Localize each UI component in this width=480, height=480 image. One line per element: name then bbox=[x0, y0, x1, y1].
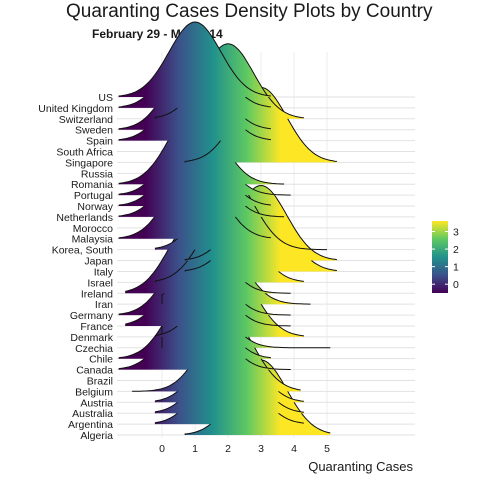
category-label: Israel bbox=[87, 277, 113, 289]
x-tick-label: 2 bbox=[225, 443, 231, 455]
category-label: Morocco bbox=[73, 223, 113, 235]
color-scale-bar bbox=[432, 221, 448, 293]
legend-tick-label: 3 bbox=[453, 227, 459, 239]
category-label: South Africa bbox=[56, 147, 113, 159]
x-axis-title: Quaranting Cases bbox=[308, 459, 413, 474]
category-label: Norway bbox=[77, 201, 113, 213]
x-axis: 0 1 2 3 4 5 bbox=[159, 443, 330, 455]
category-label: Chile bbox=[89, 354, 113, 366]
category-label: Ireland bbox=[81, 288, 113, 300]
category-label: Switzerland bbox=[59, 114, 113, 126]
ridge-outline bbox=[118, 21, 271, 97]
category-label: Sweden bbox=[75, 125, 113, 137]
x-tick-label: 3 bbox=[258, 443, 264, 455]
category-label: Japan bbox=[84, 256, 113, 268]
color-scale-ticks: 0 1 2 3 bbox=[432, 227, 459, 291]
legend-tick-label: 2 bbox=[453, 244, 459, 256]
category-label: Germany bbox=[70, 310, 114, 322]
category-label: United Kingdom bbox=[38, 103, 113, 115]
category-label: Algeria bbox=[80, 430, 113, 442]
x-tick-label: 5 bbox=[324, 443, 330, 455]
category-label: Netherlands bbox=[56, 212, 113, 224]
x-tick-label: 1 bbox=[192, 443, 198, 455]
category-label: Austria bbox=[80, 397, 113, 409]
category-label: Korea, South bbox=[52, 245, 113, 257]
color-scale-legend: 0 1 2 3 bbox=[432, 221, 459, 293]
category-label: Canada bbox=[76, 365, 113, 377]
category-label: US bbox=[98, 92, 113, 104]
category-label: Romania bbox=[71, 179, 113, 191]
legend-tick-label: 0 bbox=[453, 279, 459, 291]
category-label: Belgium bbox=[75, 386, 113, 398]
category-label: France bbox=[80, 321, 113, 333]
category-label: Brazil bbox=[87, 375, 113, 387]
category-label: Argentina bbox=[68, 419, 113, 431]
ridge-density bbox=[185, 87, 337, 163]
category-label: Australia bbox=[72, 408, 113, 420]
category-label: Iran bbox=[95, 299, 113, 311]
chart-title: Quaranting Cases Density Plots by Countr… bbox=[66, 1, 433, 22]
category-label: Portugal bbox=[74, 190, 113, 202]
x-tick-label: 0 bbox=[159, 443, 165, 455]
category-label: Malaysia bbox=[72, 234, 114, 246]
legend-tick-label: 1 bbox=[453, 262, 459, 274]
category-label: Spain bbox=[86, 136, 113, 148]
ridge-layer bbox=[118, 21, 337, 435]
x-tick-label: 4 bbox=[291, 443, 297, 455]
category-label: Czechia bbox=[75, 343, 113, 355]
category-label: Denmark bbox=[70, 332, 113, 344]
category-label: Italy bbox=[94, 266, 114, 278]
ridge-density bbox=[119, 22, 271, 97]
ridge-density bbox=[119, 109, 285, 185]
category-label: Russia bbox=[81, 168, 113, 180]
category-label: Singapore bbox=[65, 157, 113, 169]
